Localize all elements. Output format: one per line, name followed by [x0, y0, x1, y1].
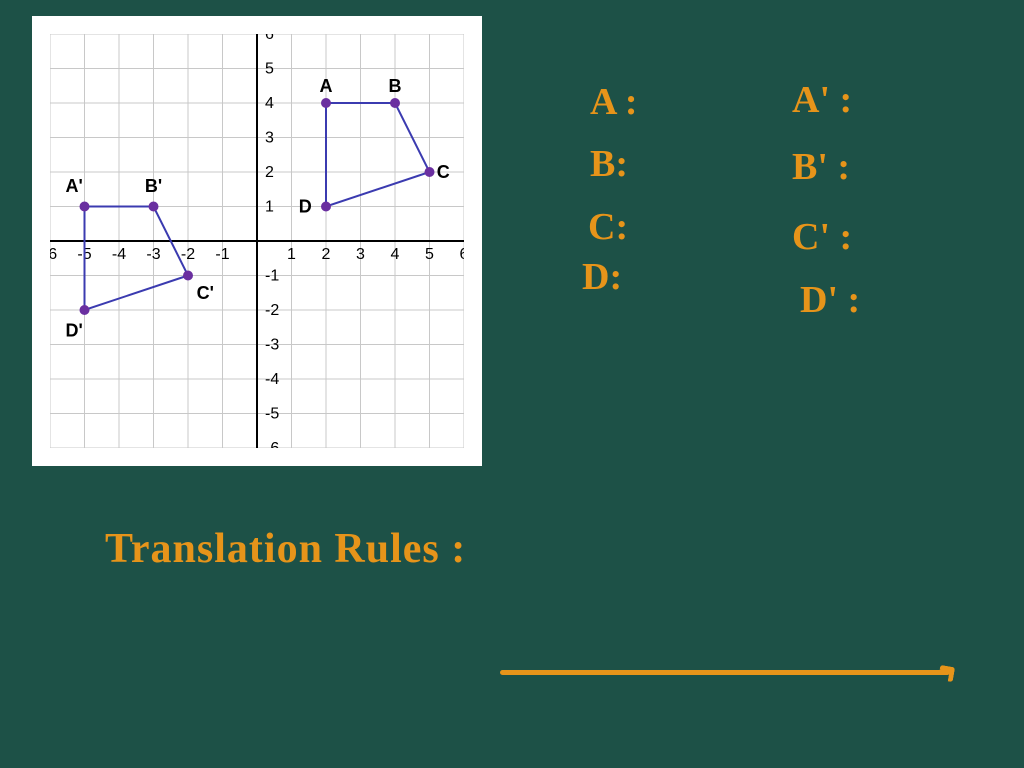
svg-text:C': C': [197, 283, 214, 303]
svg-text:2: 2: [265, 164, 274, 181]
svg-text:D': D': [66, 321, 83, 341]
svg-text:C: C: [437, 162, 450, 182]
underline-stroke: [500, 670, 950, 675]
translation-rules-title: Translation Rules :: [105, 525, 466, 573]
svg-text:-1: -1: [215, 246, 229, 263]
svg-text:-1: -1: [265, 268, 279, 285]
svg-text:1: 1: [287, 246, 296, 263]
label-C: C:: [588, 205, 628, 249]
svg-text:1: 1: [265, 199, 274, 216]
svg-text:6: 6: [460, 246, 464, 263]
svg-text:B: B: [389, 76, 402, 96]
svg-text:2: 2: [322, 246, 331, 263]
label-A: A :: [590, 80, 638, 124]
coordinate-graph: -6-5-4-3-2-1123456-6-5-4-3-2-1123456ABCD…: [50, 34, 464, 448]
label-D: D:: [582, 255, 622, 299]
svg-text:5: 5: [425, 246, 434, 263]
svg-text:3: 3: [265, 130, 274, 147]
svg-text:-2: -2: [181, 246, 195, 263]
svg-text:-5: -5: [265, 406, 279, 423]
svg-text:A: A: [320, 76, 333, 96]
label-D-prime: D' :: [800, 278, 860, 322]
svg-text:-4: -4: [112, 246, 126, 263]
svg-text:-2: -2: [265, 302, 279, 319]
label-A-prime: A' :: [792, 78, 852, 122]
label-B-prime: B' :: [792, 145, 850, 189]
graph-container: -6-5-4-3-2-1123456-6-5-4-3-2-1123456ABCD…: [32, 16, 482, 466]
svg-text:4: 4: [391, 246, 400, 263]
svg-text:6: 6: [265, 34, 274, 43]
svg-text:-4: -4: [265, 371, 279, 388]
svg-text:4: 4: [265, 95, 274, 112]
svg-text:-3: -3: [265, 337, 279, 354]
svg-text:3: 3: [356, 246, 365, 263]
svg-text:-3: -3: [146, 246, 160, 263]
svg-text:5: 5: [265, 61, 274, 78]
svg-text:-6: -6: [265, 440, 279, 448]
svg-text:D: D: [299, 197, 312, 217]
svg-text:B': B': [145, 176, 162, 196]
label-C-prime: C' :: [792, 215, 852, 259]
svg-text:-6: -6: [50, 246, 57, 263]
label-B: B:: [590, 142, 628, 186]
svg-text:A': A': [66, 176, 83, 196]
